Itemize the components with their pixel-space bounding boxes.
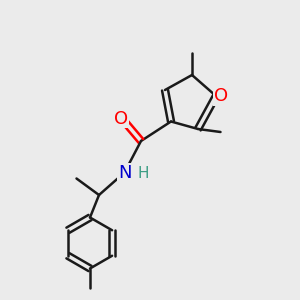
Text: O: O: [114, 110, 129, 128]
Text: H: H: [137, 167, 148, 182]
Text: O: O: [214, 87, 229, 105]
Text: N: N: [118, 164, 131, 181]
